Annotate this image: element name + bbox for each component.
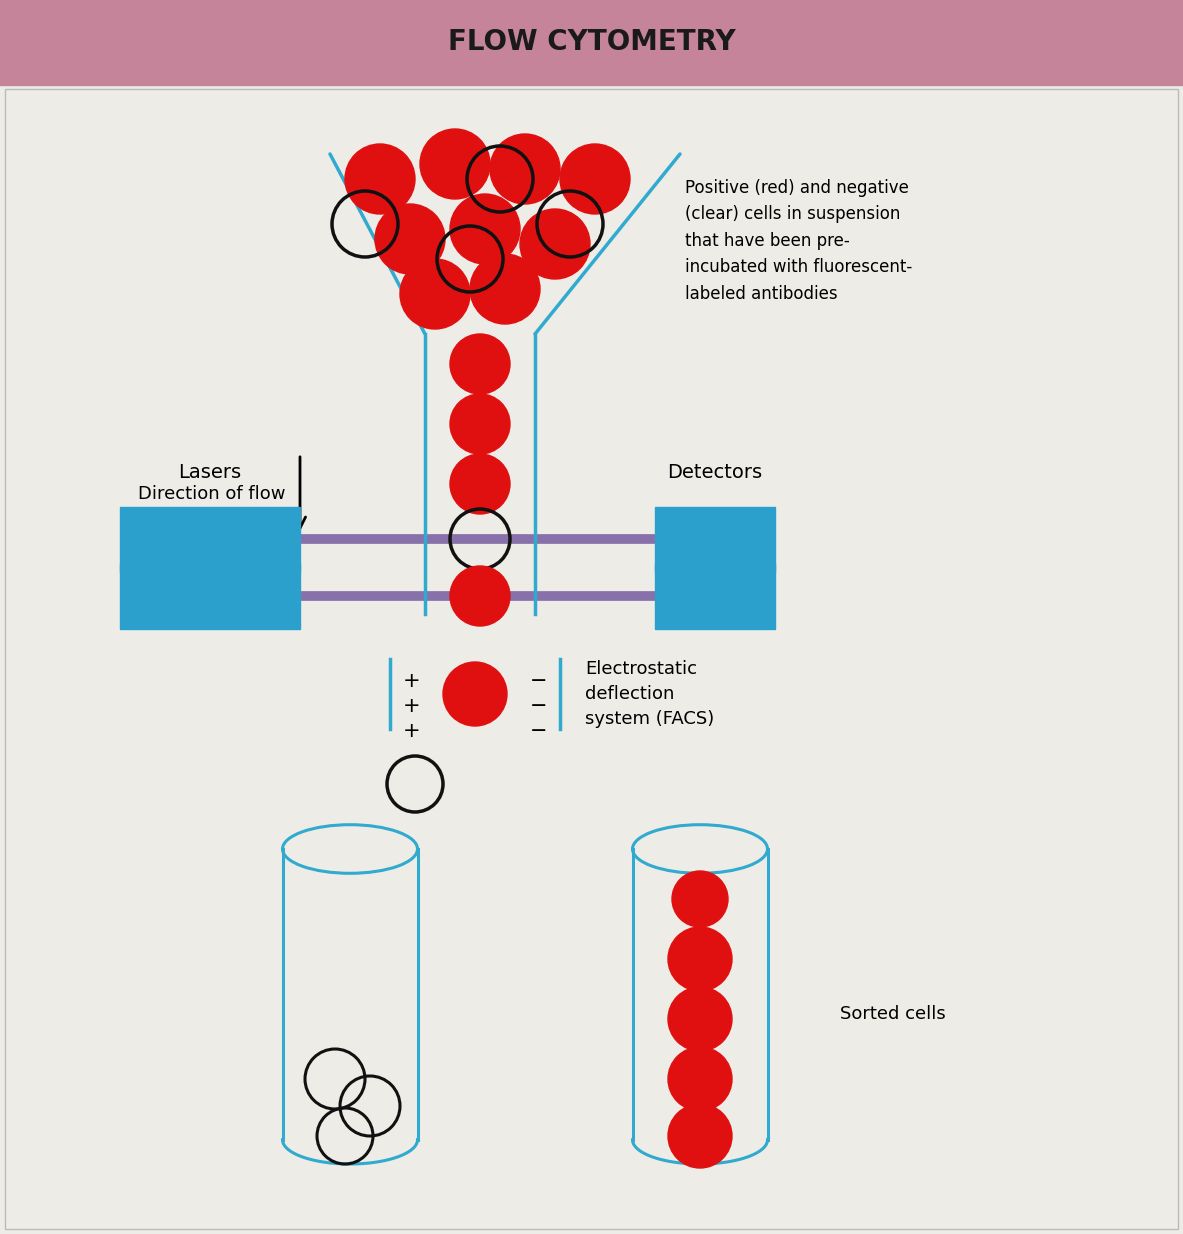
Text: +: +: [403, 696, 421, 716]
Circle shape: [490, 135, 560, 204]
Circle shape: [450, 394, 510, 454]
Circle shape: [400, 259, 470, 329]
Text: Sorted cells: Sorted cells: [840, 1004, 945, 1023]
Bar: [655, 506, 775, 571]
Circle shape: [560, 144, 631, 213]
Circle shape: [521, 209, 590, 279]
Circle shape: [420, 130, 490, 199]
Circle shape: [345, 144, 415, 213]
Circle shape: [668, 987, 732, 1051]
Circle shape: [450, 334, 510, 394]
Circle shape: [450, 454, 510, 515]
Circle shape: [375, 204, 445, 274]
Text: −: −: [530, 671, 547, 691]
Text: Lasers: Lasers: [179, 463, 241, 481]
Circle shape: [470, 254, 539, 325]
Circle shape: [668, 1104, 732, 1169]
Text: FLOW CYTOMETRY: FLOW CYTOMETRY: [447, 28, 736, 57]
Bar: [655, 564, 775, 628]
Circle shape: [450, 194, 521, 264]
Circle shape: [672, 871, 728, 927]
Text: Direction of flow: Direction of flow: [137, 485, 285, 503]
Text: Detectors: Detectors: [667, 463, 763, 481]
Circle shape: [450, 566, 510, 626]
Text: +: +: [403, 671, 421, 691]
Text: +: +: [403, 721, 421, 740]
Bar: [119, 506, 300, 571]
Bar: [119, 564, 300, 628]
Text: Positive (red) and negative
(clear) cells in suspension
that have been pre-
incu: Positive (red) and negative (clear) cell…: [685, 179, 912, 302]
Circle shape: [668, 1046, 732, 1111]
Circle shape: [668, 927, 732, 991]
Bar: [0, 0, 1183, 85]
Text: Electrostatic
deflection
system (FACS): Electrostatic deflection system (FACS): [586, 660, 715, 728]
Text: −: −: [530, 721, 547, 740]
Circle shape: [442, 661, 508, 726]
Text: −: −: [530, 696, 547, 716]
